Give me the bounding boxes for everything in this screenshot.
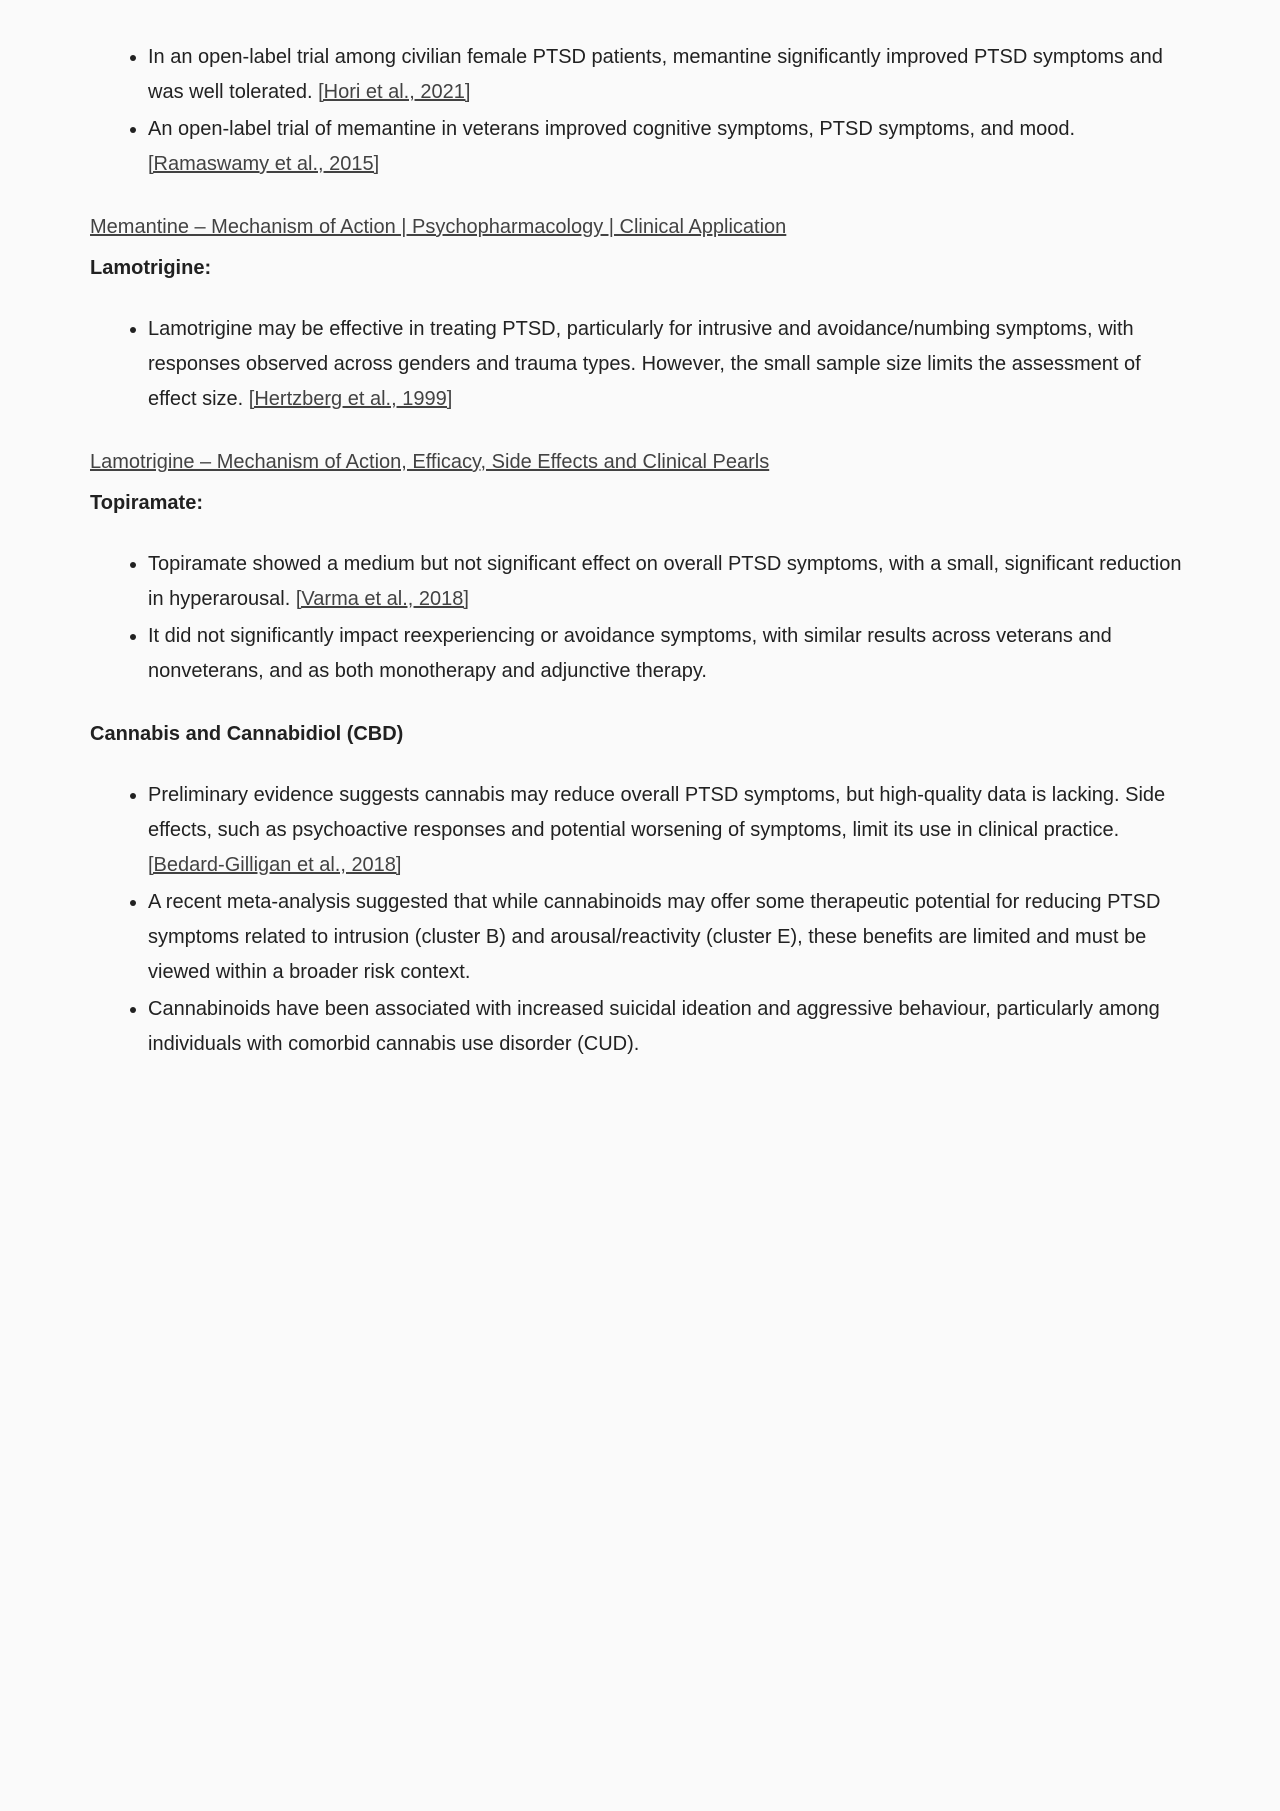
list-item: It did not significantly impact reexperi… [148, 619, 1190, 689]
bullet-text: An open-label trial of memantine in vete… [148, 118, 1075, 140]
lamotrigine-resource-link[interactable]: Lamotrigine – Mechanism of Action, Effic… [90, 451, 769, 473]
memantine-resource-link[interactable]: Memantine – Mechanism of Action | Psycho… [90, 216, 786, 238]
bullet-text: It did not significantly impact reexperi… [148, 625, 1112, 682]
list-item: A recent meta-analysis suggested that wh… [148, 885, 1190, 990]
memantine-resource-para: Memantine – Mechanism of Action | Psycho… [90, 210, 1190, 245]
bullet-text: Preliminary evidence suggests cannabis m… [148, 784, 1165, 841]
list-item: Cannabinoids have been associated with i… [148, 992, 1190, 1062]
topiramate-bullet-list: Topiramate showed a medium but not signi… [90, 547, 1190, 689]
memantine-bullet-list: In an open-label trial among civilian fe… [90, 40, 1190, 182]
lamotrigine-heading: Lamotrigine: [90, 251, 1190, 286]
citation-link[interactable]: [Hori et al., 2021] [318, 81, 470, 103]
citation-link[interactable]: [Hertzberg et al., 1999] [249, 388, 452, 410]
list-item: Preliminary evidence suggests cannabis m… [148, 778, 1190, 883]
topiramate-heading: Topiramate: [90, 486, 1190, 521]
cannabis-bullet-list: Preliminary evidence suggests cannabis m… [90, 778, 1190, 1062]
bullet-text: Cannabinoids have been associated with i… [148, 998, 1160, 1055]
list-item: Topiramate showed a medium but not signi… [148, 547, 1190, 617]
cannabis-heading: Cannabis and Cannabidiol (CBD) [90, 717, 1190, 752]
citation-link[interactable]: [Bedard-Gilligan et al., 2018] [148, 854, 402, 876]
lamotrigine-resource-para: Lamotrigine – Mechanism of Action, Effic… [90, 445, 1190, 480]
list-item: An open-label trial of memantine in vete… [148, 112, 1190, 182]
bullet-text: A recent meta-analysis suggested that wh… [148, 891, 1160, 983]
citation-link[interactable]: [Varma et al., 2018] [296, 588, 469, 610]
bullet-text: In an open-label trial among civilian fe… [148, 46, 1163, 103]
list-item: In an open-label trial among civilian fe… [148, 40, 1190, 110]
lamotrigine-bullet-list: Lamotrigine may be effective in treating… [90, 312, 1190, 417]
citation-link[interactable]: [Ramaswamy et al., 2015] [148, 153, 379, 175]
document-page: In an open-label trial among civilian fe… [0, 0, 1280, 1150]
list-item: Lamotrigine may be effective in treating… [148, 312, 1190, 417]
